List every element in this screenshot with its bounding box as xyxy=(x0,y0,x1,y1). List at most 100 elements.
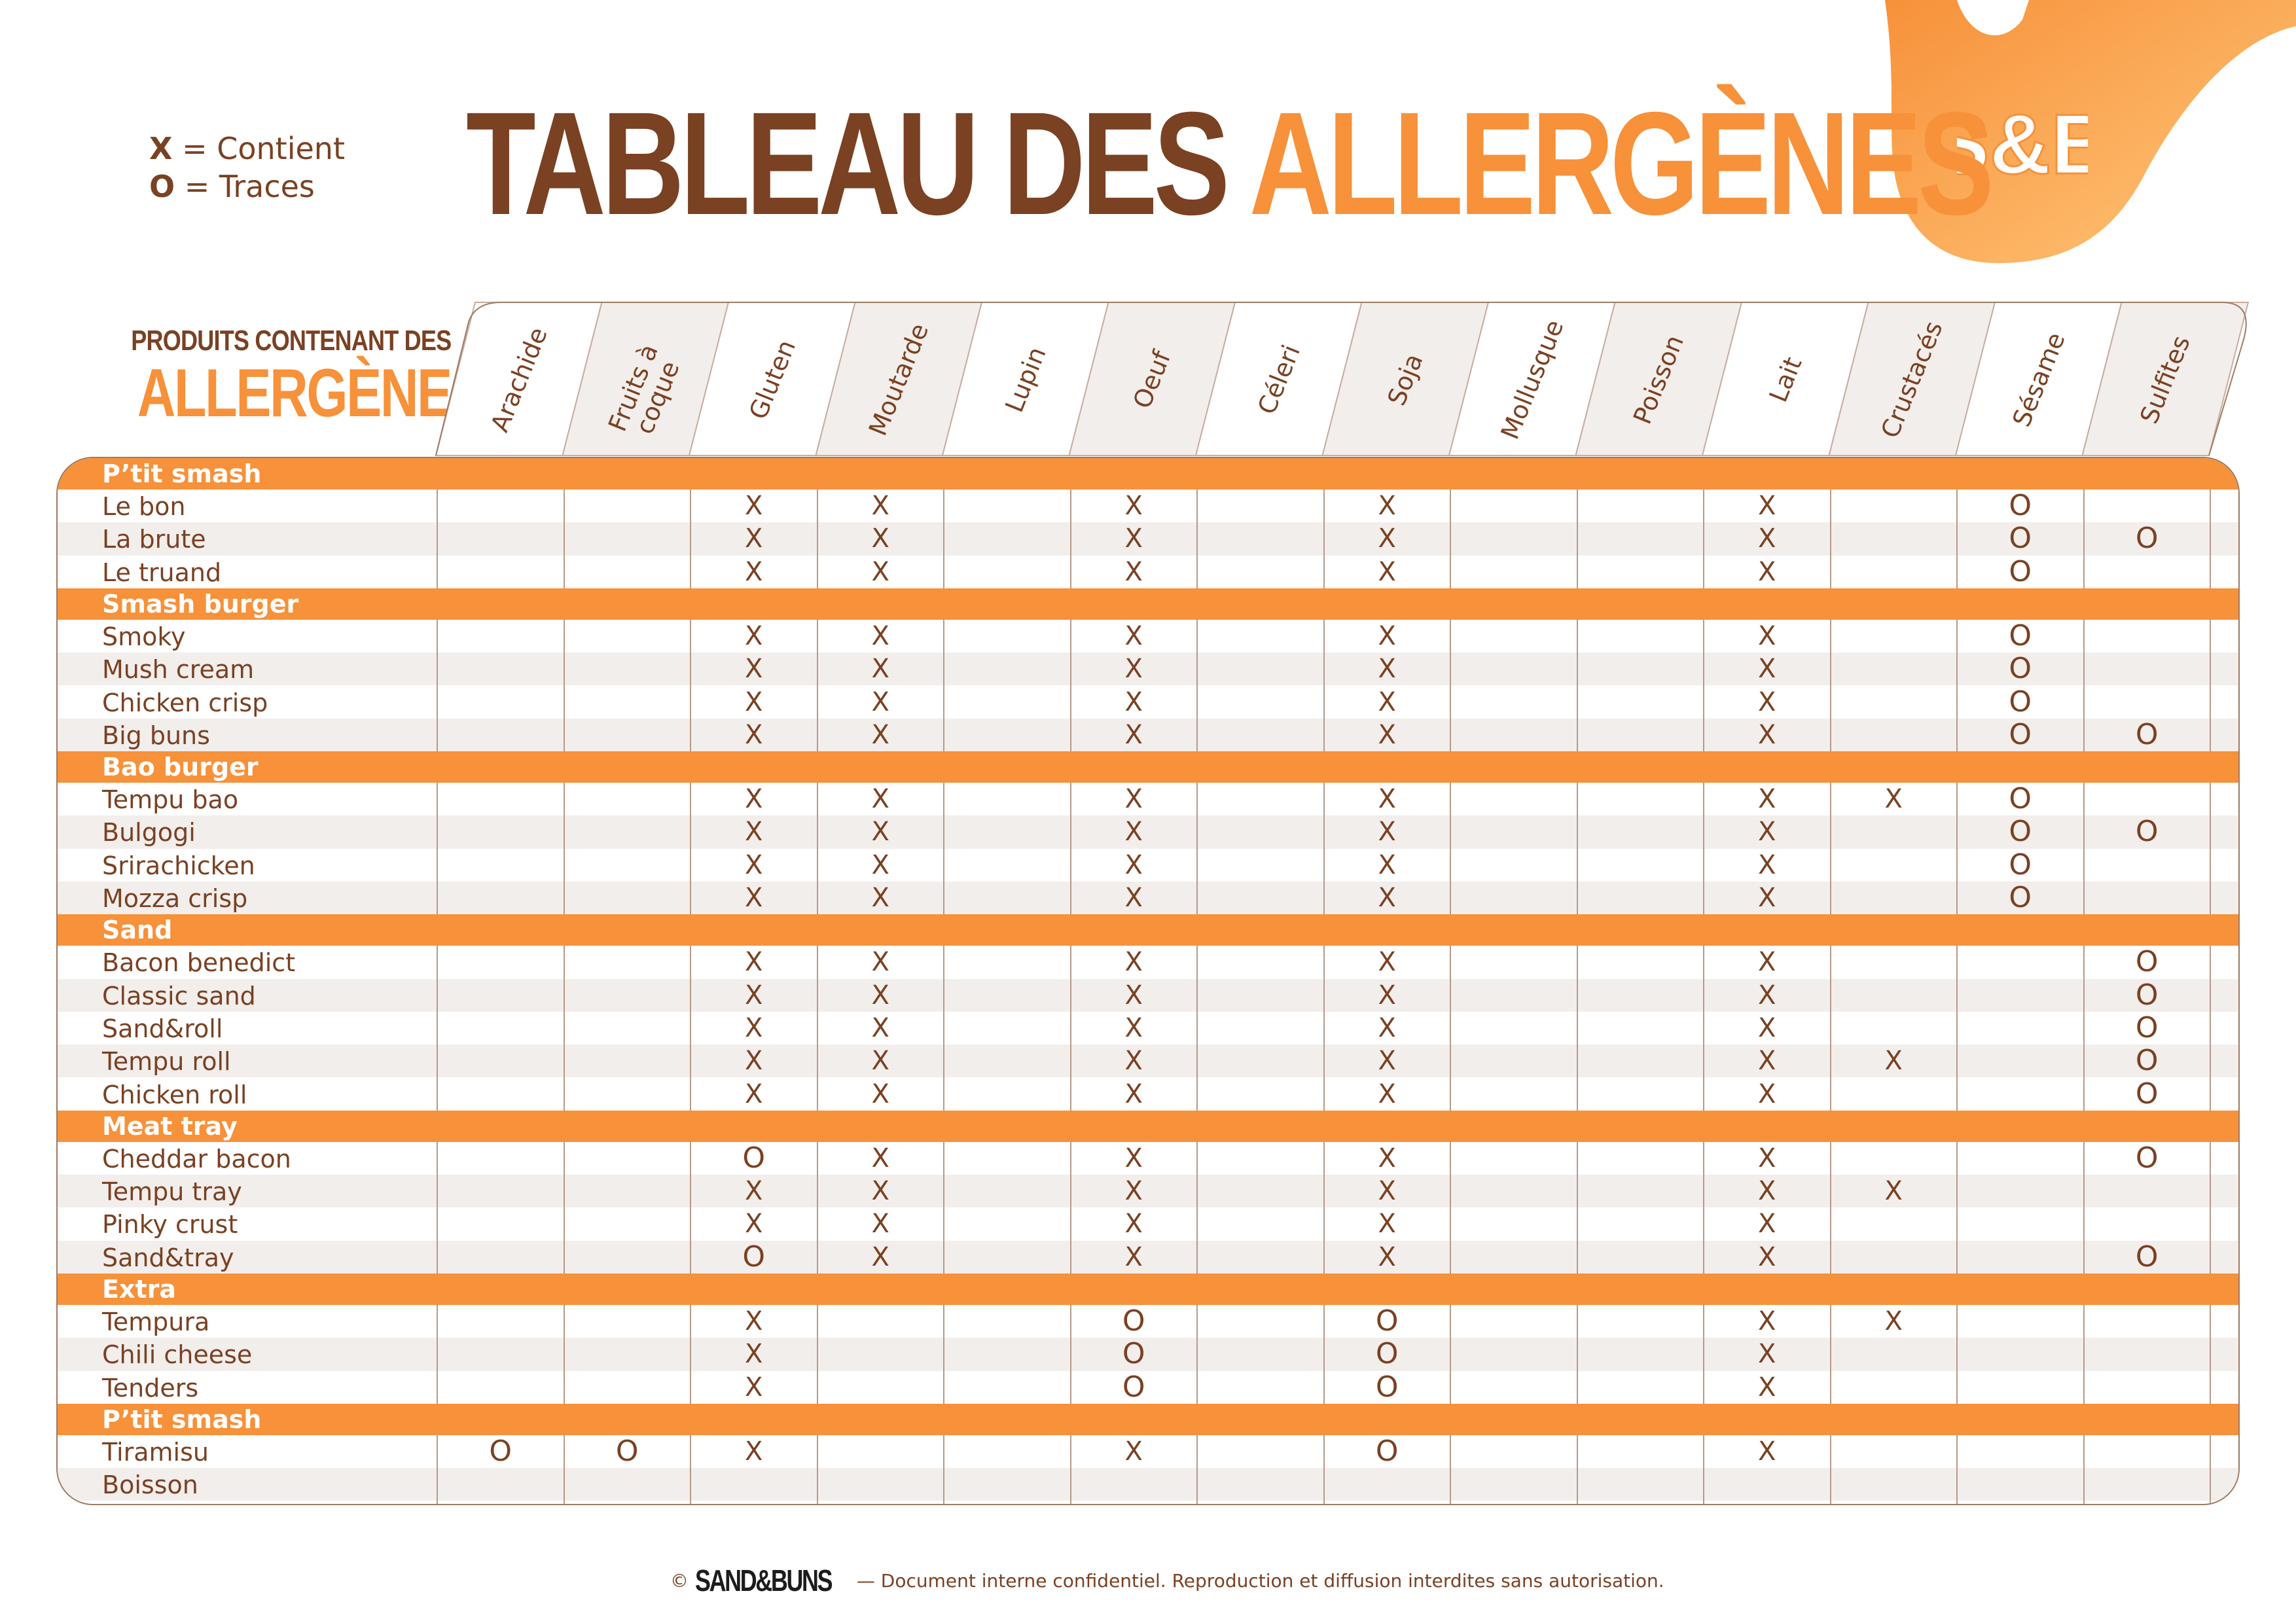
contains-mark: X xyxy=(1124,556,1143,587)
product-row: Boisson xyxy=(58,1468,2238,1501)
contains-mark: X xyxy=(871,1241,889,1272)
product-row: Chicken crisp X X X X X O xyxy=(58,686,2238,719)
product-name: Tenders xyxy=(102,1373,199,1402)
column-divider xyxy=(563,458,565,1504)
contains-mark: X xyxy=(1124,784,1143,815)
section-title: Sand xyxy=(102,916,173,945)
product-row: Mush cream X X X X X O xyxy=(58,652,2238,686)
traces-mark: O xyxy=(2009,685,2032,719)
contains-mark: X xyxy=(1758,1241,1776,1272)
contains-mark: X xyxy=(1378,1143,1396,1173)
column-header-arachide: Arachide xyxy=(484,323,553,437)
contains-mark: X xyxy=(1758,1436,1776,1467)
contains-mark: X xyxy=(1884,1176,1903,1207)
contains-mark: X xyxy=(1378,620,1396,651)
traces-mark: O xyxy=(1375,1337,1399,1371)
traces-mark: O xyxy=(1375,1370,1399,1404)
contains-mark: X xyxy=(1378,883,1396,913)
product-row: Tempu roll X X X X X X O xyxy=(58,1044,2238,1078)
contains-mark: X xyxy=(745,524,763,554)
traces-mark: O xyxy=(742,1240,766,1274)
legend-contains: X = Contient xyxy=(149,131,345,166)
column-divider xyxy=(2083,458,2085,1504)
product-name: Tiramisu xyxy=(102,1437,209,1467)
contains-mark: X xyxy=(1124,817,1143,847)
contains-mark: X xyxy=(871,849,889,880)
product-row: La brute X X X X X O O xyxy=(58,522,2238,556)
column-divider xyxy=(1323,458,1325,1504)
products-heading-line2: ALLERGÈNES xyxy=(137,355,486,431)
contains-mark: X xyxy=(745,849,763,880)
product-row: Tempu bao X X X X X X O xyxy=(58,783,2238,815)
contains-mark: X xyxy=(1378,1079,1396,1109)
product-name: Tempu bao xyxy=(102,785,239,815)
contains-mark: X xyxy=(871,784,889,815)
contains-mark: X xyxy=(1758,1372,1776,1402)
product-row: Mozza crisp X X X X X O xyxy=(58,882,2238,915)
contains-mark: X xyxy=(871,1209,889,1240)
contains-mark: X xyxy=(871,1046,889,1077)
column-divider xyxy=(437,458,438,1504)
column-divider xyxy=(1196,458,1198,1504)
product-name: Srirachicken xyxy=(102,851,255,880)
contains-mark: X xyxy=(1758,687,1776,717)
product-name: Sand&tray xyxy=(102,1243,234,1272)
contains-mark: X xyxy=(1378,719,1396,750)
products-heading-line1: PRODUITS CONTENANT DES xyxy=(131,325,452,357)
contains-mark: X xyxy=(1124,687,1143,717)
product-name: Chili cheese xyxy=(102,1340,253,1370)
product-row: Chili cheese X O O X xyxy=(58,1337,2238,1371)
decorative-blob xyxy=(1885,0,2296,264)
contains-mark: X xyxy=(745,1372,763,1402)
contains-mark: X xyxy=(745,947,763,978)
traces-mark: O xyxy=(2009,815,2032,849)
traces-mark: O xyxy=(2009,522,2032,556)
column-divider xyxy=(1829,458,1831,1504)
contains-mark: X xyxy=(1124,1436,1143,1467)
contains-mark: X xyxy=(871,687,889,717)
traces-mark: O xyxy=(2135,1141,2159,1175)
contains-mark: X xyxy=(871,654,889,685)
traces-mark: O xyxy=(2135,1044,2159,1078)
contains-mark: X xyxy=(1124,1176,1143,1207)
traces-mark: O xyxy=(2135,945,2159,979)
column-header-fruits-coque: Fruits à coque xyxy=(603,340,685,438)
section-header-row: Meat tray xyxy=(58,1110,2238,1142)
contains-mark: X xyxy=(1378,524,1396,554)
contains-mark: X xyxy=(1124,849,1143,880)
contains-mark: X xyxy=(1378,817,1396,847)
product-row: Big buns X X X X X O O xyxy=(58,718,2238,752)
brand-logo: S&B xyxy=(1931,85,2113,209)
contains-mark: X xyxy=(1124,1012,1143,1043)
product-row: Chicken roll X X X X X O xyxy=(58,1078,2238,1111)
traces-mark: O xyxy=(2009,618,2032,652)
contains-mark: X xyxy=(1758,1079,1776,1109)
column-divider xyxy=(1703,458,1704,1504)
column-header-oeuf: Oeuf xyxy=(1127,346,1177,413)
column-header-moutarde: Moutarde xyxy=(863,319,935,440)
product-name: Bacon benedict xyxy=(102,948,296,978)
section-title: Meat tray xyxy=(102,1111,238,1141)
product-row: Bulgogi X X X X X O O xyxy=(58,815,2238,849)
contains-mark: X xyxy=(871,719,889,750)
contains-mark: X xyxy=(871,947,889,978)
contains-mark: X xyxy=(1124,620,1143,651)
traces-mark: O xyxy=(2135,815,2159,849)
product-name: Le bon xyxy=(102,492,186,521)
contains-mark: X xyxy=(871,524,889,554)
product-name: Chicken roll xyxy=(102,1080,247,1109)
product-name: Tempu roll xyxy=(102,1047,231,1077)
product-row: Srirachicken X X X X X O xyxy=(58,849,2238,882)
contains-mark: X xyxy=(745,1079,763,1109)
product-name: La brute xyxy=(102,525,206,554)
contains-mark: X xyxy=(1758,1306,1776,1336)
contains-mark: X xyxy=(745,1339,763,1370)
contains-mark: X xyxy=(1758,491,1776,521)
contains-mark: X xyxy=(871,620,889,651)
column-header-lupin: Lupin xyxy=(999,342,1052,417)
contains-mark: X xyxy=(1124,1046,1143,1077)
contains-mark: X xyxy=(1758,883,1776,913)
column-header-poisson: Poisson xyxy=(1628,330,1690,429)
column-header-soja: Soja xyxy=(1382,349,1429,410)
product-row: Tempura X O O X X xyxy=(58,1305,2238,1338)
